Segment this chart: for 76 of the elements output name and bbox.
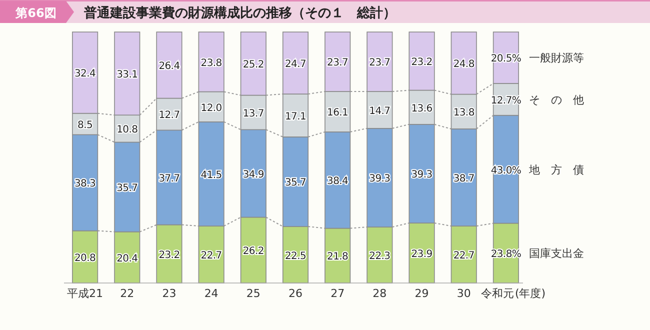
x-tick-label: 26 — [288, 287, 302, 300]
data-label: 22.7 — [200, 250, 222, 262]
bar — [408, 32, 435, 91]
data-label: 34.9 — [242, 169, 264, 180]
x-tick-label: 22 — [120, 287, 134, 300]
series-label: 一般財源等 — [529, 52, 584, 65]
data-label: 23.8 — [200, 58, 222, 69]
data-label: 12.7 — [158, 110, 180, 122]
data-label: 35.7 — [284, 178, 306, 189]
x-tick-label: 平成21 — [67, 287, 104, 300]
x-tick-label: 令和元 — [480, 287, 514, 300]
bar — [324, 132, 351, 229]
x-tick-label: 28 — [372, 287, 387, 300]
data-label: 12.0 — [200, 102, 222, 114]
data-label: 39.3 — [411, 170, 432, 181]
data-label: 23.9 — [411, 249, 432, 260]
data-label: 12.7% — [490, 95, 522, 106]
data-label: 22.5 — [284, 250, 306, 262]
text: 第66図 — [14, 6, 56, 20]
data-label: 20.8 — [74, 252, 96, 264]
x-tick-label: 30 — [456, 287, 471, 300]
data-label: 24.7 — [284, 59, 306, 70]
data-label: 21.8 — [327, 252, 348, 263]
data-label: 20.5% — [490, 54, 522, 65]
bar — [282, 32, 309, 94]
data-label: 23.2 — [158, 250, 180, 261]
chart-title: 普通建設事業費の財源構成比の推移（その１ 総計） — [83, 5, 396, 21]
data-label: 16.1 — [327, 108, 348, 119]
data-label: 35.7 — [116, 182, 138, 194]
data-label: 13.8 — [453, 108, 474, 119]
x-axis-title: (年度) — [514, 287, 546, 300]
bar — [156, 130, 182, 226]
x-tick-label: 27 — [330, 287, 345, 300]
data-label: 26.2 — [242, 246, 264, 258]
bar — [114, 142, 140, 232]
data-label: 39.3 — [369, 174, 390, 185]
bar — [408, 124, 435, 224]
data-label: 32.4 — [74, 68, 96, 80]
data-label: 38.7 — [453, 173, 474, 184]
data-label: 22.3 — [369, 251, 390, 262]
bar — [156, 32, 182, 99]
data-label: 23.7 — [369, 58, 390, 69]
bar — [366, 128, 393, 228]
data-label: 13.6 — [411, 103, 432, 114]
data-label: 26.4 — [158, 61, 180, 72]
data-label: 38.3 — [74, 178, 96, 190]
data-label: 14.7 — [369, 106, 390, 117]
bar — [114, 32, 140, 116]
data-label: 8.5 — [78, 120, 93, 131]
data-label: 41.5 — [200, 170, 222, 181]
bar — [282, 136, 309, 227]
bar — [72, 134, 98, 232]
bar — [450, 128, 477, 226]
bar — [492, 114, 519, 224]
x-tick-label: 29 — [414, 287, 429, 300]
data-label: 22.7 — [453, 250, 474, 262]
data-label: 23.7 — [327, 58, 348, 69]
series-label: 地 方 債 — [528, 163, 584, 176]
data-label: 38.4 — [327, 176, 348, 188]
bar — [72, 32, 98, 114]
series-label: 国庫支出金 — [529, 247, 584, 260]
data-label: 10.8 — [116, 124, 138, 136]
series-label: そ の 他 — [529, 93, 584, 106]
data-label: 17.1 — [284, 111, 306, 122]
x-tick-label: 23 — [162, 287, 176, 300]
data-label: 25.2 — [242, 60, 264, 71]
x-tick-label: 24 — [204, 287, 218, 300]
x-tick-label: 25 — [246, 287, 260, 300]
bar — [198, 121, 224, 226]
data-label: 33.1 — [116, 70, 138, 81]
data-label: 24.8 — [453, 59, 474, 70]
data-label: 20.4 — [116, 253, 138, 264]
data-label: 37.7 — [158, 173, 180, 184]
bar — [240, 129, 266, 218]
data-label: 13.7 — [242, 108, 264, 120]
data-label: 23.2 — [411, 57, 432, 68]
